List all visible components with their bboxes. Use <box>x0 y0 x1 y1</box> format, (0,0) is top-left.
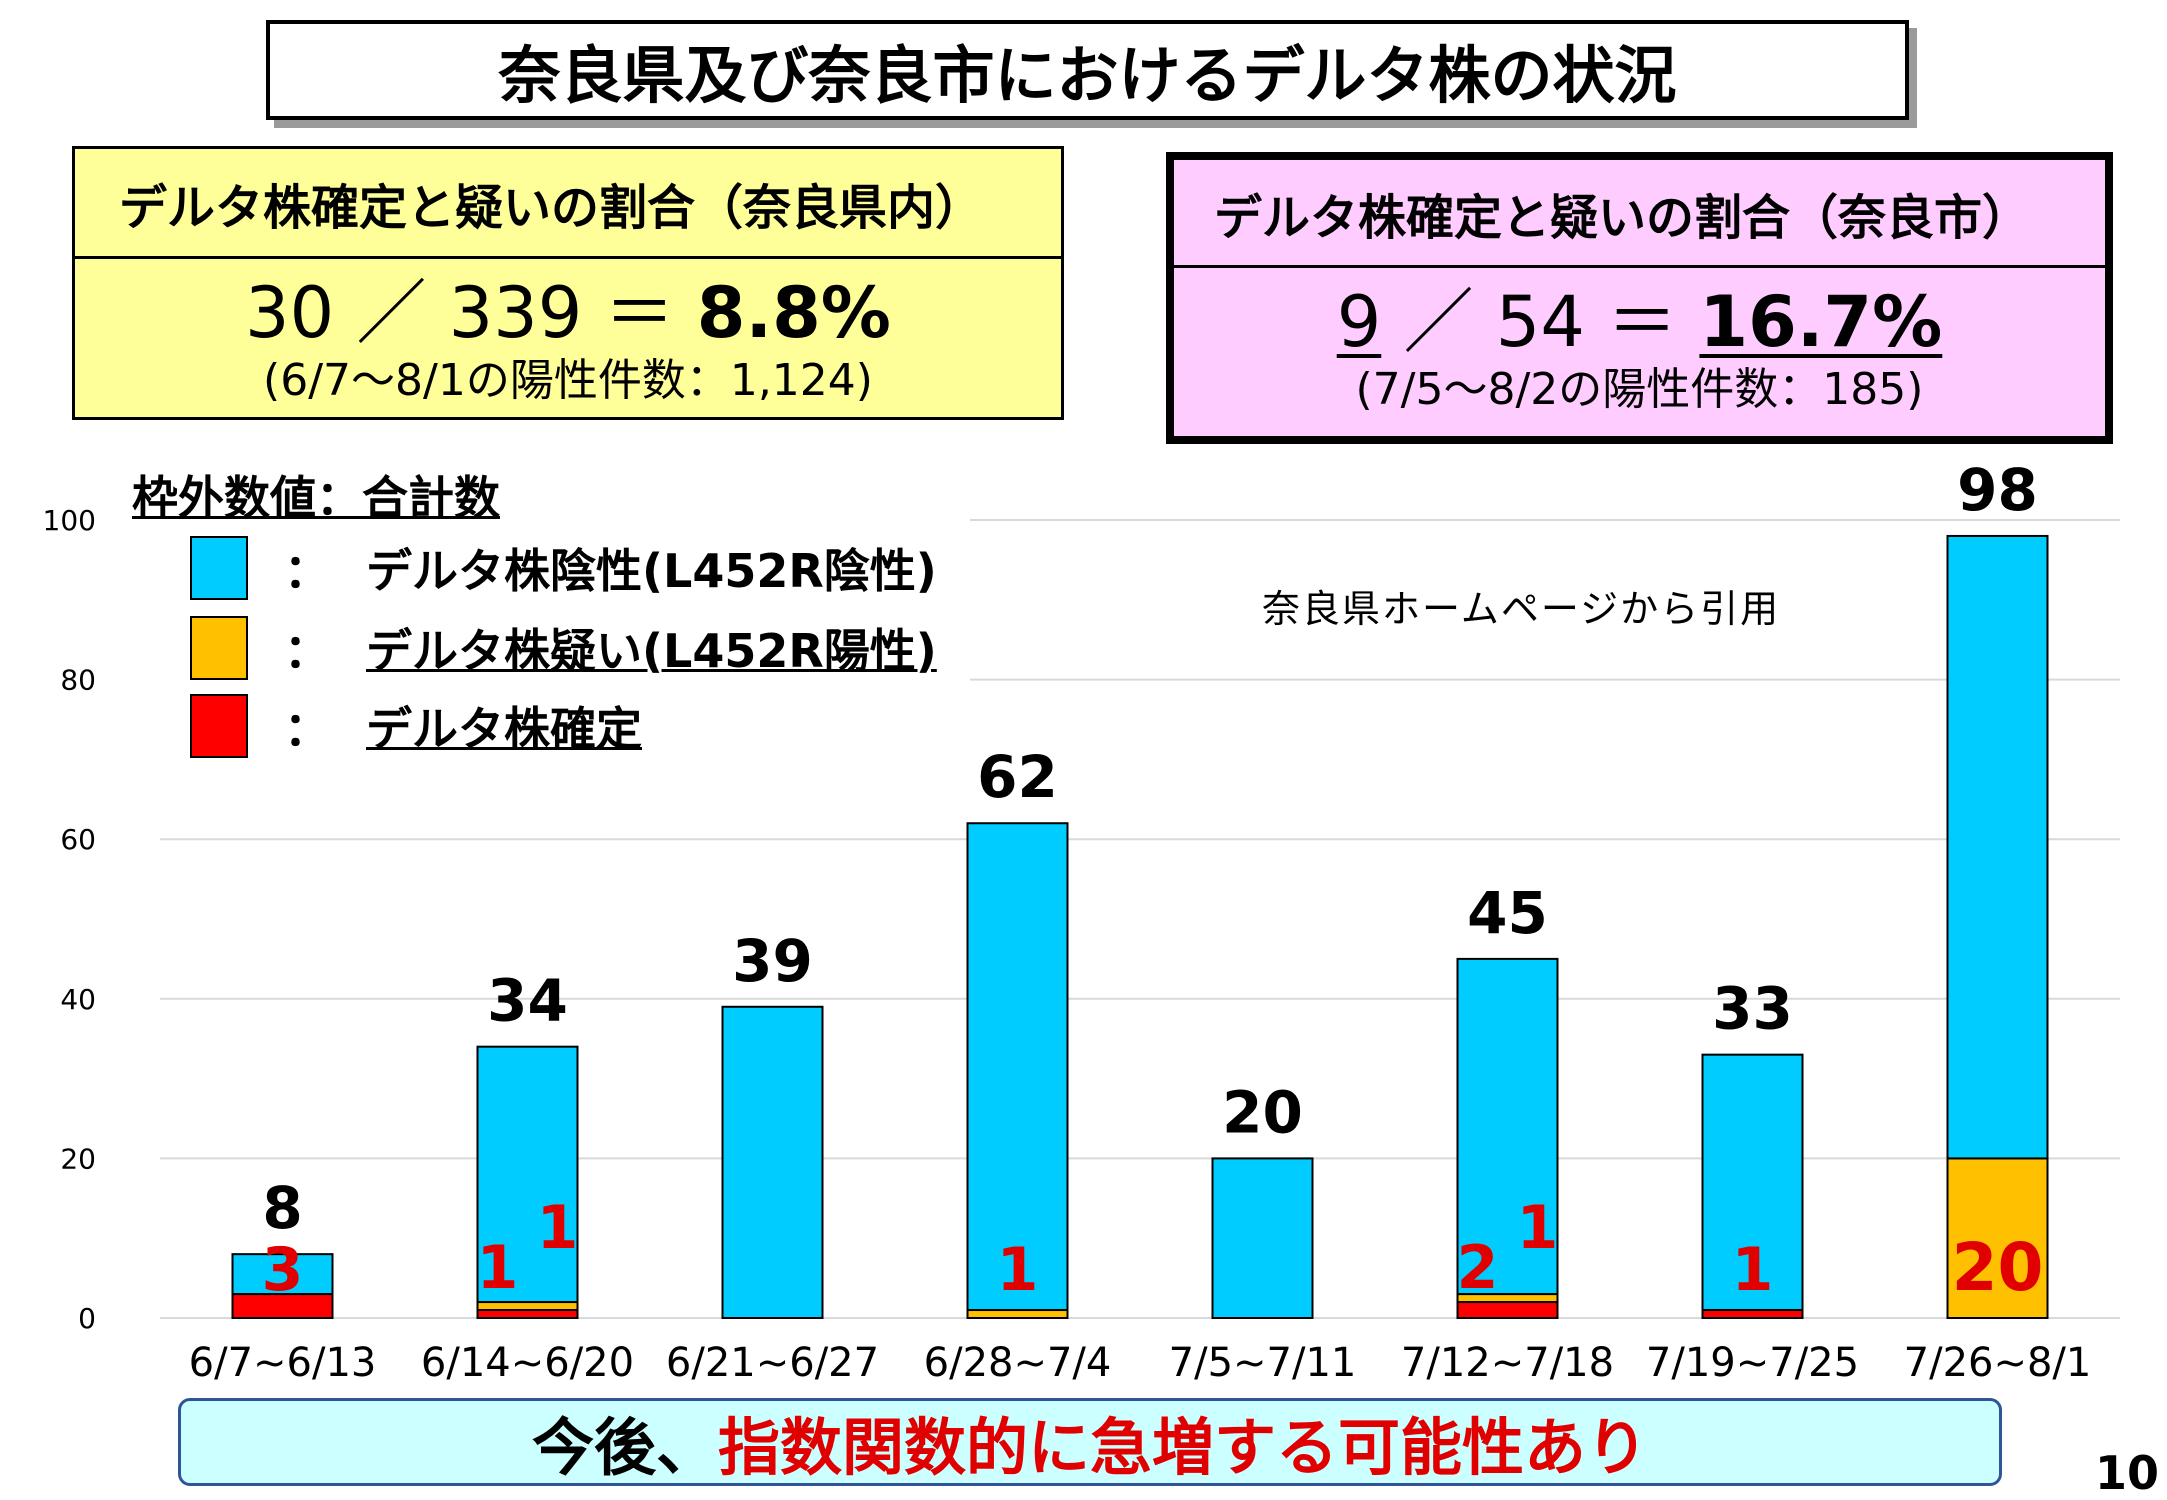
bottom-message-prefix: 今後、 <box>531 1411 718 1484</box>
prefecture-ratio-note: (6/7～8/1の陽性件数：1,124) <box>263 355 873 406</box>
bar-total-label: 39 <box>732 927 813 995</box>
bar-segment <box>231 1253 334 1296</box>
city-slash: ／ <box>1403 281 1474 363</box>
city-ratio-note: (7/5～8/2の陽性件数：185) <box>1355 364 1924 415</box>
x-category-label: 6/7~6/13 <box>189 1340 377 1386</box>
legend-label-negative: デルタ株陰性(L452R陰性) <box>366 544 937 598</box>
legend-item-confirmed: ： デルタ株確定 <box>190 694 642 758</box>
bar-segment <box>1701 1053 1804 1312</box>
source-note: 奈良県ホームページから引用 <box>1262 587 1781 631</box>
legend-colon: ： <box>284 624 330 678</box>
y-tick-label: 60 <box>60 823 96 856</box>
legend-item-negative: ： デルタ株陰性(L452R陰性) <box>190 536 937 600</box>
prefecture-ratio-formula: 30 ／ 339 ＝ 8.8% <box>75 273 1061 353</box>
prefecture-equals: ＝ <box>604 272 675 354</box>
y-tick-label: 100 <box>43 504 96 537</box>
bar-inner-label: 3 <box>262 1235 304 1305</box>
bar-inner-label: 1 <box>537 1193 579 1263</box>
legend-swatch-confirmed <box>190 694 248 758</box>
bar-segment <box>1701 1309 1804 1320</box>
legend-item-suspected: ： デルタ株疑い(L452R陽性) <box>190 616 937 680</box>
bar-segment <box>476 1309 579 1320</box>
bar-segment <box>1946 534 2049 1160</box>
bar-segment <box>1456 957 1559 1296</box>
bar-total-label: 34 <box>487 967 568 1035</box>
y-tick-label: 80 <box>60 664 96 697</box>
bar-inner-label: 20 <box>1952 1229 2044 1306</box>
x-category-label: 7/26~8/1 <box>1904 1340 2092 1386</box>
stacked-bar-chart: 020406080100836/7~6/1334116/14~6/20396/2… <box>43 456 2120 1386</box>
x-category-label: 7/19~7/25 <box>1646 1340 1859 1386</box>
x-category-label: 6/14~6/20 <box>421 1340 634 1386</box>
city-numerator: 9 <box>1336 281 1382 363</box>
bar-inner-label: 1 <box>997 1235 1039 1305</box>
x-category-label: 6/21~6/27 <box>666 1340 879 1386</box>
city-ratio-formula: 9 ／ 54 ＝ 16.7% <box>1174 282 2105 362</box>
city-ratio-heading: デルタ株確定と疑いの割合（奈良市） <box>1174 160 2105 268</box>
legend-swatch-suspected <box>190 616 248 680</box>
x-category-label: 7/5~7/11 <box>1169 1340 1357 1386</box>
bar-total-label: 8 <box>262 1174 302 1242</box>
bar-segment <box>966 822 1069 1312</box>
bar-segment <box>721 1005 824 1320</box>
bar-inner-label: 2 <box>1457 1233 1499 1303</box>
legend-label-suspected: デルタ株疑い(L452R陽性) <box>366 624 937 678</box>
bottom-message: 今後、 指数関数的に急増する可能性あり <box>178 1398 2002 1486</box>
bar-total-label: 62 <box>977 743 1058 811</box>
bar-segment <box>1946 1157 2049 1320</box>
legend-label-confirmed: デルタ株確定 <box>366 702 642 756</box>
y-tick-label: 0 <box>78 1302 96 1335</box>
bar-segment <box>966 1309 1069 1320</box>
legend-colon: ： <box>284 544 330 598</box>
bar-segment <box>476 1045 579 1304</box>
bar-segment <box>1211 1157 1314 1320</box>
bar-segment <box>476 1301 579 1312</box>
y-tick-label: 40 <box>60 983 96 1016</box>
bar-total-label: 33 <box>1712 975 1793 1043</box>
prefecture-denominator: 339 <box>448 272 583 354</box>
bar-segment <box>1456 1301 1559 1320</box>
page-number: 10 <box>2094 1446 2159 1500</box>
city-denominator: 54 <box>1495 281 1585 363</box>
city-ratio-panel: デルタ株確定と疑いの割合（奈良市） 9 ／ 54 ＝ 16.7% (7/5～8/… <box>1166 152 2113 444</box>
legend-colon: ： <box>284 702 330 756</box>
x-category-label: 7/12~7/18 <box>1401 1340 1614 1386</box>
legend-title: 枠外数値：合計数 <box>132 471 500 525</box>
bottom-message-highlight: 指数関数的に急増する可能性あり <box>718 1411 1649 1484</box>
city-percent: 16.7% <box>1699 281 1943 363</box>
page-title: 奈良県及び奈良市におけるデルタ株の状況 <box>266 20 1909 120</box>
bar-total-label: 45 <box>1467 879 1548 947</box>
prefecture-numerator: 30 <box>245 272 335 354</box>
bar-inner-label: 1 <box>477 1233 519 1303</box>
y-tick-label: 20 <box>60 1142 96 1175</box>
prefecture-ratio-panel: デルタ株確定と疑いの割合（奈良県内） 30 ／ 339 ＝ 8.8% (6/7～… <box>72 146 1064 420</box>
prefecture-percent: 8.8% <box>696 272 891 354</box>
city-equals: ＝ <box>1607 281 1678 363</box>
prefecture-ratio-heading: デルタ株確定と疑いの割合（奈良県内） <box>75 149 1061 259</box>
x-category-label: 6/28~7/4 <box>924 1340 1112 1386</box>
bar-total-label: 98 <box>1957 456 2038 524</box>
prefecture-slash: ／ <box>356 272 427 354</box>
legend-swatch-negative <box>190 536 248 600</box>
bar-inner-label: 1 <box>1517 1193 1559 1263</box>
bar-inner-label: 1 <box>1732 1235 1774 1305</box>
bar-total-label: 20 <box>1222 1078 1303 1146</box>
